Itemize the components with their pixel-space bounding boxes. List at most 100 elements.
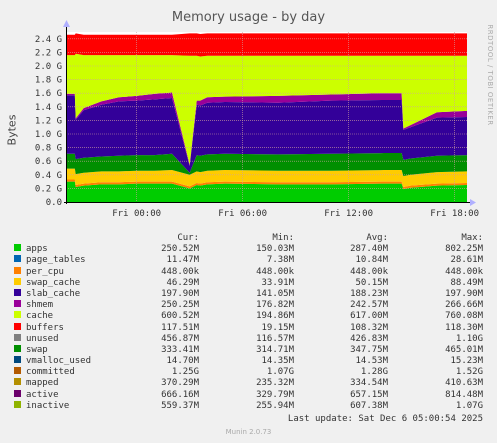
legend-avg: 426.83M [350, 333, 388, 344]
area-unused [66, 53, 467, 165]
legend-max: 465.01M [445, 344, 483, 355]
legend-label: vmalloc_used [26, 356, 92, 367]
legend-label: page_tables [26, 255, 86, 266]
legend-min: 14.35M [261, 356, 294, 367]
x-tick-labels: Fri 00:00 Fri 06:00 Fri 12:00 Fri 18:00 [112, 209, 479, 219]
legend-min: 150.03M [256, 244, 294, 255]
legend-cur: 559.37M [161, 400, 199, 411]
legend-avg: 347.75M [350, 344, 388, 355]
legend-cur: 14.70M [166, 356, 199, 367]
legend-min: 19.15M [261, 322, 294, 333]
legend-max: 448.00k [445, 266, 483, 277]
legend-label: per_cpu [26, 266, 64, 277]
legend-header: Max: [461, 233, 483, 243]
legend-row: page_tables 11.47M 7.38M 10.84M 28.61M [0, 255, 497, 266]
legend-max: 88.49M [450, 277, 483, 288]
legend-row: buffers 117.51M 19.15M 108.32M 118.30M [0, 322, 497, 334]
legend-min: 329.79M [256, 389, 294, 400]
legend-header: Avg: [366, 233, 388, 243]
y-tick-label: 0.6 G [35, 157, 62, 167]
last-update: Last update: Sat Dec 6 05:00:54 2025 [287, 414, 483, 424]
legend-swatch [14, 322, 21, 330]
legend-swatch [14, 288, 21, 296]
area-shmem [66, 153, 467, 177]
legend-row: unused 456.87M 116.57M 426.83M 1.10G [0, 333, 497, 345]
y-tick-label: 2.0 G [35, 62, 62, 72]
legend-row: cache 600.52M 194.86M 617.00M 760.08M [0, 311, 497, 322]
legend-label: slab_cache [26, 288, 81, 299]
x-tick-label: Fri 12:00 [324, 209, 373, 219]
legend-max: 15.23M [450, 356, 483, 367]
legend-swatch [14, 300, 21, 308]
legend-header: Cur: [177, 233, 199, 243]
y-tick-label: 1.4 G [35, 103, 62, 113]
legend-row: slab_cache 197.90M 141.05M 188.23M 197.90M [0, 288, 497, 300]
legend-row: inactive 559.37M 255.94M 607.38M 1.07G [0, 400, 497, 412]
legend-max: 266.66M [445, 300, 483, 311]
legend-cur: 197.90M [161, 288, 199, 299]
legend-label: inactive [26, 400, 70, 411]
legend-avg: 188.23M [350, 288, 388, 299]
legend-max: 1.52G [455, 367, 483, 378]
legend-min: 141.05M [256, 288, 294, 299]
legend-max: 1.07G [455, 400, 483, 411]
x-tick-label: Fri 18:00 [430, 209, 479, 219]
legend-swatch [14, 255, 21, 263]
legend-avg: 448.00k [350, 266, 388, 277]
legend-row: active 666.16M 329.79M 657.15M 814.48M [0, 389, 497, 401]
legend-cur: 46.29M [166, 277, 199, 288]
y-tick-label: 0.8 G [35, 144, 62, 154]
legend-label: swap [26, 344, 48, 355]
legend-cur: 456.87M [161, 333, 199, 344]
chart-plot: 0.0 0.2 G 0.4 G 0.6 G 0.8 G 1.0 G 1.2 G 1.4 G 1.… [35, 20, 479, 219]
legend-label: cache [26, 311, 54, 322]
legend-swatch [14, 356, 21, 364]
y-tick-label: 2.4 G [35, 35, 62, 45]
y-tick-label: 0.2 G [35, 184, 62, 194]
legend-label: mapped [26, 378, 59, 389]
legend-min: 1.07G [266, 367, 294, 378]
legend-swatch [14, 367, 21, 375]
chart-title: Memory usage - by day [171, 10, 326, 25]
x-tick-label: Fri 06:00 [218, 209, 267, 219]
legend-swatch [14, 344, 21, 352]
x-axis-arrow-icon [470, 199, 476, 206]
legend-label: shmem [26, 300, 54, 311]
area-swap [66, 33, 467, 57]
legend-row: mapped 370.29M 235.32M 334.54M 410.63M [0, 378, 497, 389]
y-tick-label: 1.6 G [35, 89, 62, 99]
legend-swatch [14, 244, 21, 252]
legend-max: 802.25M [445, 244, 483, 255]
legend-label: swap_cache [26, 277, 81, 288]
legend-max: 197.90M [445, 288, 483, 299]
legend-max: 410.63M [445, 378, 483, 389]
legend-min: 194.86M [256, 311, 294, 322]
legend-swatch [14, 378, 21, 386]
legend-cur: 250.25M [161, 300, 199, 311]
legend-avg: 617.00M [350, 311, 388, 322]
legend-max: 760.08M [445, 311, 483, 322]
legend-cur: 1.25G [171, 367, 199, 378]
legend-row: vmalloc_used 14.70M 14.35M 14.53M 15.23M [0, 356, 497, 367]
legend-row: swap 333.41M 314.71M 347.75M 465.01M [0, 344, 497, 356]
legend-max: 1.10G [455, 333, 483, 344]
legend-avg: 334.54M [350, 378, 388, 389]
legend-row: shmem 250.25M 176.82M 242.57M 266.66M [0, 300, 497, 311]
legend-avg: 657.15M [350, 389, 388, 400]
y-tick-label: 0.0 [46, 198, 62, 208]
legend-swatch [14, 333, 21, 341]
legend-swatch [14, 389, 21, 397]
legend-avg: 108.32M [350, 322, 388, 333]
y-tick-label: 1.2 G [35, 116, 62, 126]
y-tick-labels: 0.0 0.2 G 0.4 G 0.6 G 0.8 G 1.0 G 1.2 G 1.4 G 1.… [35, 35, 62, 208]
munin-footer: Munin 2.0.73 [225, 428, 272, 436]
legend-min: 235.32M [256, 378, 294, 389]
legend-max: 814.48M [445, 389, 483, 400]
legend-row: swap_cache 46.29M 33.91M 50.15M 88.49M [0, 277, 497, 289]
legend-avg: 607.38M [350, 400, 388, 411]
legend-avg: 10.84M [355, 255, 388, 266]
area-swap_cache [66, 179, 467, 190]
legend-avg: 287.40M [350, 244, 388, 255]
legend-cur: 448.00k [161, 266, 199, 277]
area-apps [66, 181, 467, 202]
